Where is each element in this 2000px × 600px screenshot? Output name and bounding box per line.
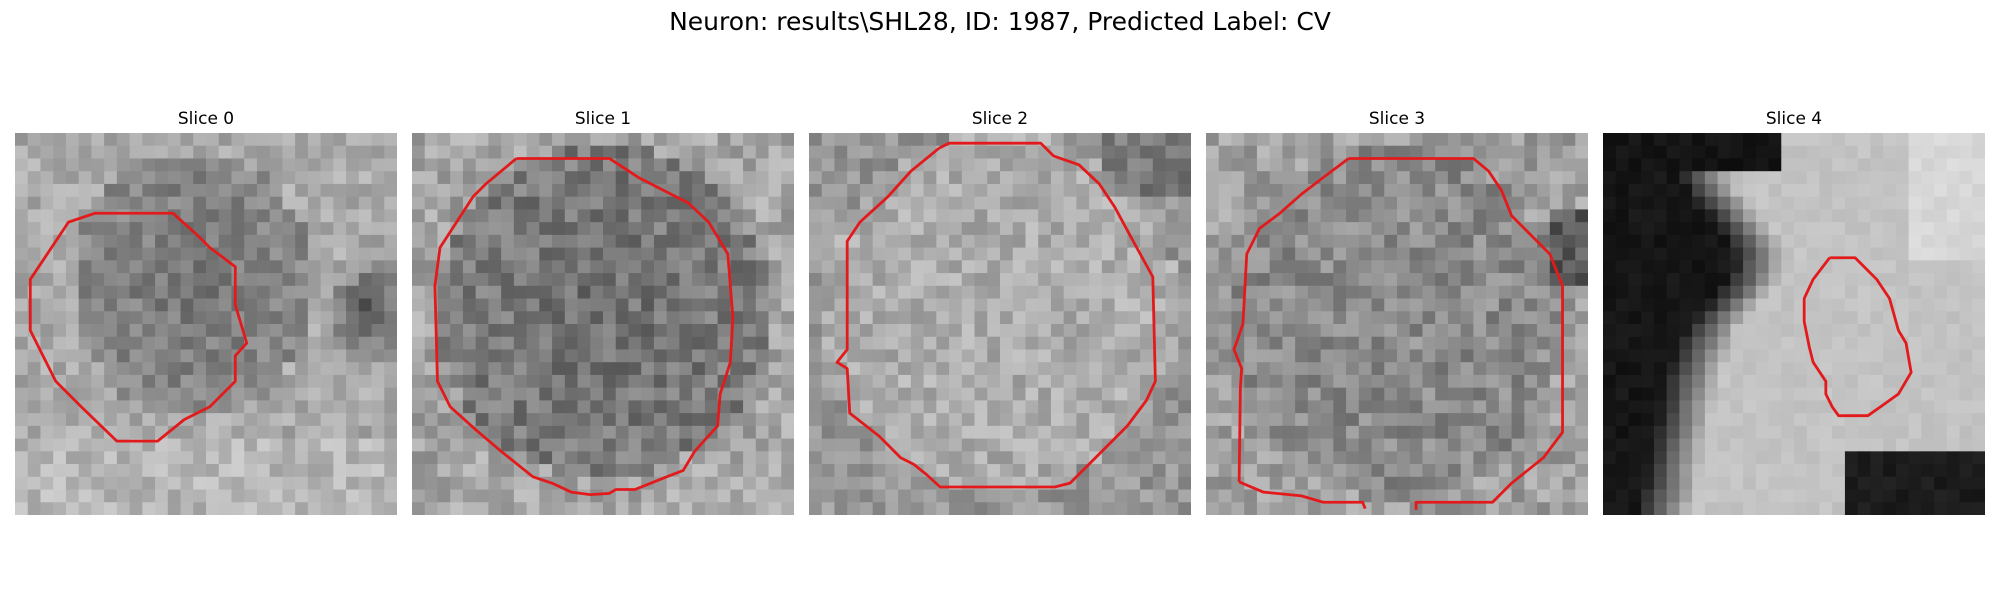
slice-title: Slice 2 [971,109,1029,129]
slice-panel-4: Slice 4 [1603,107,1985,515]
slice-image [412,133,794,515]
slice-panel-1: Slice 1 [412,107,794,515]
image-pixels [1603,133,1985,515]
image-pixels [1206,133,1588,515]
slice-panel-0: Slice 0 [15,107,397,515]
slice-image [15,133,397,515]
slice-image [1603,133,1985,515]
image-pixels [412,133,794,515]
slice-title: Slice 3 [1368,109,1426,129]
slice-image [1206,133,1588,515]
slice-panel-2: Slice 2 [809,107,1191,515]
slice-panel-3: Slice 3 [1206,107,1588,515]
slice-image [809,133,1191,515]
slice-title: Slice 0 [177,109,235,129]
figure-title: Neuron: results\SHL28, ID: 1987, Predict… [669,7,1331,36]
image-pixels [15,133,397,515]
slice-title: Slice 4 [1765,109,1823,129]
contour-outline-segment [1232,157,1350,482]
contour-outline [835,141,1157,489]
image-pixels [809,133,1191,515]
contour-outline-segment [1238,480,1367,510]
contour-outline [1348,157,1564,510]
contour-outline [433,157,735,497]
contour-outline [28,211,249,443]
slice-title: Slice 1 [574,109,632,129]
contour-outline [1802,256,1913,418]
